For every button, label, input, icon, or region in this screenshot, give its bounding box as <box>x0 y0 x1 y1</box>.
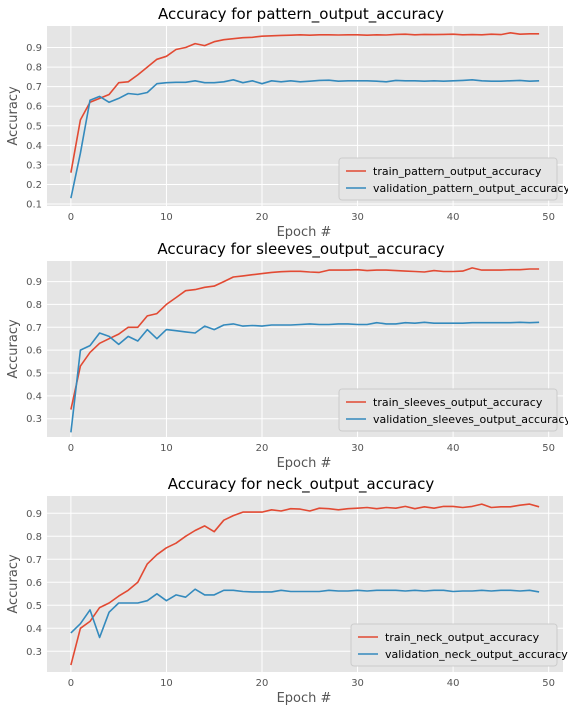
series-line-train_pattern_output_accuracy <box>70 31 540 173</box>
x-tick-label: 50 <box>542 443 555 454</box>
y-tick-label: 0.5 <box>26 601 42 612</box>
x-tick-label: 40 <box>447 443 460 454</box>
x-axis-label: Epoch # <box>277 225 332 240</box>
chart-panel-1: 0.1 0.2 0.3 0.4 0.5 0.6 0.7 0.8 0.9 0 10 20 30 40 50 Ac… <box>6 5 568 240</box>
y-tick-label: 0.3 <box>26 160 42 171</box>
legend-label: validation_pattern_output_accuracy <box>373 182 568 195</box>
series-line-train_sleeves_output_accuracy <box>70 267 540 410</box>
x-tick-label: 50 <box>542 212 555 223</box>
series-line-train_neck_output_accuracy <box>70 503 540 666</box>
y-tick-label: 0.4 <box>26 141 42 152</box>
x-axis-label: Epoch # <box>277 456 332 471</box>
y-tick-label: 0.5 <box>26 121 42 132</box>
x-axis-label: Epoch # <box>277 691 332 706</box>
legend: train_neck_output_accuracy validation_nec… <box>350 623 568 667</box>
legend-label: validation_neck_output_accuracy <box>385 648 568 661</box>
x-tick-label: 40 <box>447 212 460 223</box>
legend: train_pattern_output_accuracy validation_… <box>338 157 568 201</box>
x-tick-label: 20 <box>256 443 269 454</box>
y-tick-label: 0.4 <box>26 391 42 402</box>
x-tick-label: 50 <box>542 678 555 689</box>
x-tick-label: 30 <box>351 443 364 454</box>
legend-box <box>338 157 558 201</box>
y-tick-label: 0.2 <box>26 180 42 191</box>
chart-title: Accuracy for pattern_output_accuracy <box>158 5 444 24</box>
x-tick-label: 0 <box>68 678 74 689</box>
y-tick-label: 0.4 <box>26 624 42 635</box>
y-tick-label: 0.7 <box>26 82 42 93</box>
x-tick-label: 30 <box>351 678 364 689</box>
chart-title: Accuracy for neck_output_accuracy <box>168 475 435 494</box>
series-line-validation_pattern_output_accuracy <box>70 79 540 199</box>
legend-box <box>350 623 558 667</box>
legend-label: validation_sleeves_output_accuracy <box>373 413 568 426</box>
y-tick-label: 0.9 <box>26 509 42 520</box>
y-tick-label: 0.9 <box>26 43 42 54</box>
y-tick-label: 0.8 <box>26 300 42 311</box>
y-tick-label: 0.5 <box>26 369 42 380</box>
y-tick-label: 0.3 <box>26 414 42 425</box>
chart-title: Accuracy for sleeves_output_accuracy <box>157 240 444 259</box>
series-line-validation_neck_output_accuracy <box>70 588 540 639</box>
x-tick-label: 0 <box>68 443 74 454</box>
y-tick-label: 0.8 <box>26 63 42 74</box>
y-tick-label: 0.6 <box>26 578 42 589</box>
x-tick-label: 40 <box>447 678 460 689</box>
y-tick-label: 0.6 <box>26 346 42 357</box>
legend-label: train_sleeves_output_accuracy <box>373 396 543 409</box>
x-tick-label: 10 <box>160 678 173 689</box>
x-tick-label: 30 <box>351 212 364 223</box>
legend-label: train_neck_output_accuracy <box>385 631 540 644</box>
legend-box <box>338 388 558 432</box>
y-axis-label: Accuracy <box>6 319 21 379</box>
x-tick-label: 10 <box>160 212 173 223</box>
x-tick-label: 20 <box>256 678 269 689</box>
legend-label: train_pattern_output_accuracy <box>373 165 542 178</box>
x-tick-label: 10 <box>160 443 173 454</box>
y-axis-label: Accuracy <box>6 86 21 146</box>
y-tick-label: 0.8 <box>26 532 42 543</box>
legend: train_sleeves_output_accuracy validation_… <box>338 388 568 432</box>
chart-panel-2: 0.3 0.4 0.5 0.6 0.7 0.8 0.9 0 10 20 30 40 50 Accuracy… <box>6 240 568 471</box>
y-tick-label: 0.3 <box>26 647 42 658</box>
x-tick-label: 0 <box>68 212 74 223</box>
chart-panel-3: 0.3 0.4 0.5 0.6 0.7 0.8 0.9 0 10 20 30 40 50 Accuracy… <box>6 475 568 706</box>
x-tick-label: 20 <box>256 212 269 223</box>
y-tick-label: 0.7 <box>26 323 42 334</box>
series-line-validation_sleeves_output_accuracy <box>70 321 540 433</box>
y-tick-label: 0.6 <box>26 102 42 113</box>
y-tick-label: 0.9 <box>26 277 42 288</box>
y-tick-label: 0.7 <box>26 555 42 566</box>
y-tick-label: 0.1 <box>26 200 42 211</box>
y-axis-label: Accuracy <box>6 554 21 614</box>
